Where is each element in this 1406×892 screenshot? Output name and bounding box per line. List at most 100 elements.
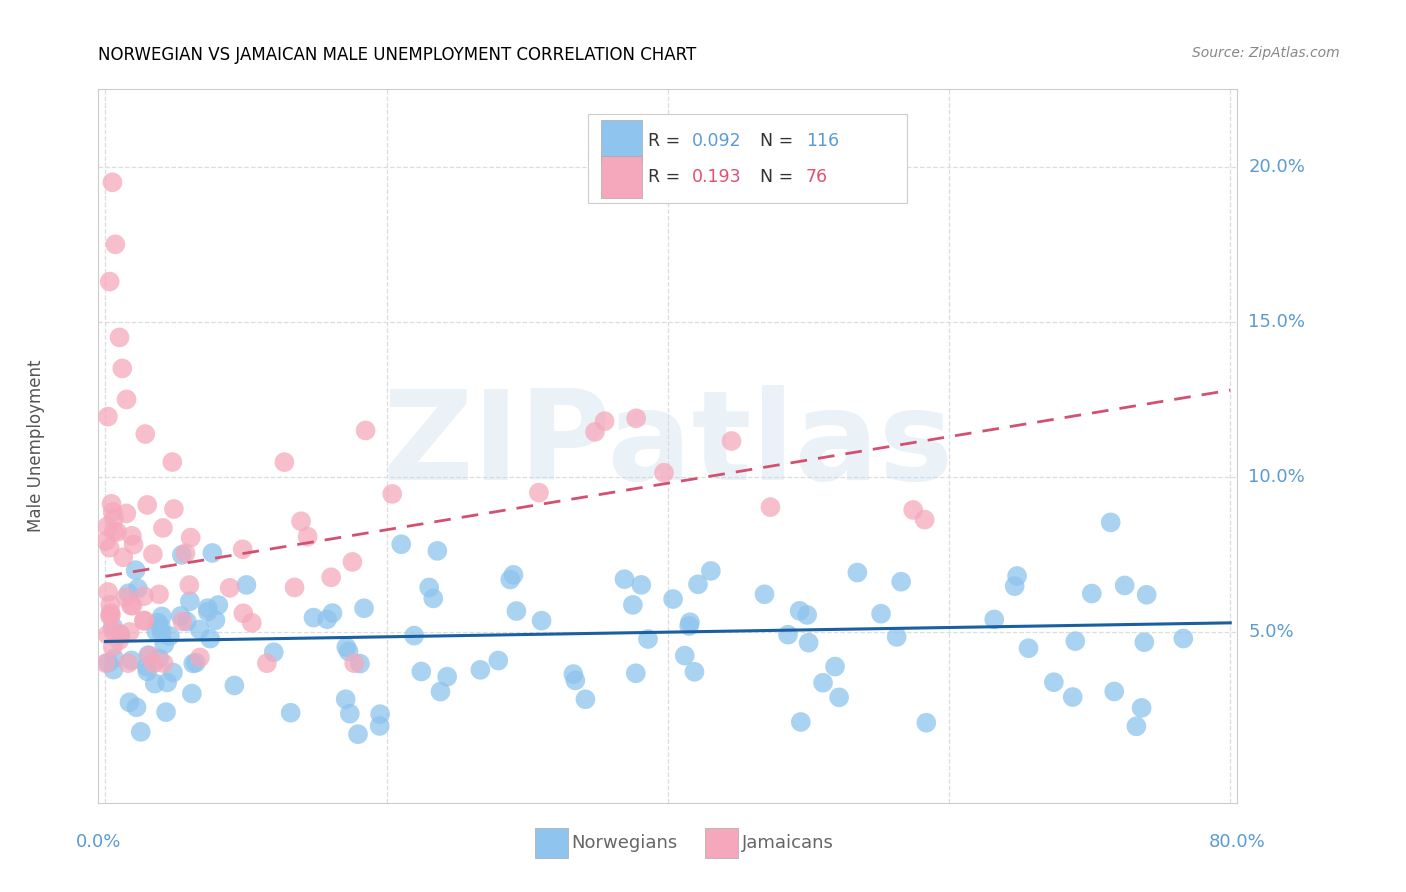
Point: [159, 629, 181, 643]
Text: 15.0%: 15.0%: [1249, 313, 1305, 331]
Point: [100, 608, 122, 623]
Point: [613, 572, 636, 586]
Point: [316, 612, 339, 626]
Point: [790, 714, 813, 729]
Text: 116: 116: [806, 132, 839, 150]
Point: [145, 624, 167, 639]
Point: [125, 700, 148, 714]
Point: [404, 629, 426, 643]
Point: [321, 570, 343, 584]
Point: [583, 425, 606, 439]
FancyBboxPatch shape: [600, 156, 641, 198]
Point: [122, 538, 145, 552]
Point: [1102, 684, 1125, 698]
Point: [101, 175, 124, 189]
Point: [197, 601, 219, 615]
Point: [436, 670, 458, 684]
Point: [149, 619, 172, 633]
Point: [153, 637, 176, 651]
Point: [104, 237, 127, 252]
Point: [97, 656, 120, 670]
Point: [103, 651, 125, 665]
Point: [273, 455, 295, 469]
Point: [162, 455, 184, 469]
Point: [562, 667, 585, 681]
Text: 80.0%: 80.0%: [1209, 833, 1265, 851]
Point: [117, 656, 139, 670]
Point: [118, 695, 141, 709]
Point: [354, 424, 377, 438]
Point: [470, 663, 492, 677]
Text: 10.0%: 10.0%: [1249, 468, 1305, 486]
Point: [505, 604, 527, 618]
Point: [156, 675, 179, 690]
Point: [114, 591, 136, 605]
Point: [142, 547, 165, 561]
Point: [132, 589, 155, 603]
Point: [120, 599, 142, 613]
Point: [111, 361, 134, 376]
Point: [97, 585, 120, 599]
Point: [103, 524, 125, 539]
Point: [118, 624, 141, 639]
Point: [148, 587, 170, 601]
Point: [890, 574, 912, 589]
Point: [112, 550, 135, 565]
Point: [105, 524, 128, 539]
Point: [108, 627, 131, 641]
Point: [337, 644, 360, 658]
Point: [197, 605, 219, 619]
Text: NORWEGIAN VS JAMAICAN MALE UNEMPLOYMENT CORRELATION CHART: NORWEGIAN VS JAMAICAN MALE UNEMPLOYMENT …: [98, 46, 696, 64]
FancyBboxPatch shape: [600, 120, 641, 161]
Point: [132, 614, 155, 628]
FancyBboxPatch shape: [534, 828, 568, 858]
Text: 0.092: 0.092: [692, 132, 741, 150]
Point: [150, 609, 173, 624]
Text: Norwegians: Norwegians: [571, 834, 678, 852]
Point: [152, 521, 174, 535]
Point: [321, 606, 343, 620]
Point: [339, 706, 361, 721]
Point: [1114, 578, 1136, 592]
Point: [136, 665, 159, 679]
Point: [98, 275, 121, 289]
Point: [115, 392, 138, 407]
Point: [429, 684, 451, 698]
Point: [811, 675, 834, 690]
Point: [1005, 569, 1028, 583]
Point: [179, 594, 201, 608]
Point: [162, 665, 184, 680]
Point: [180, 531, 202, 545]
Point: [1136, 588, 1159, 602]
Point: [564, 673, 586, 688]
Point: [283, 581, 305, 595]
Point: [720, 434, 742, 448]
Text: 20.0%: 20.0%: [1249, 158, 1305, 176]
Point: [263, 645, 285, 659]
Point: [117, 586, 139, 600]
Point: [101, 624, 124, 638]
Point: [121, 599, 143, 613]
Point: [343, 656, 366, 670]
Point: [98, 598, 121, 612]
Point: [232, 607, 254, 621]
Point: [232, 542, 254, 557]
Point: [349, 657, 371, 671]
Point: [530, 614, 553, 628]
Point: [96, 519, 118, 533]
FancyBboxPatch shape: [588, 114, 907, 203]
Point: [100, 497, 122, 511]
Point: [789, 604, 811, 618]
Point: [1018, 641, 1040, 656]
Point: [121, 529, 143, 543]
Text: 0.0%: 0.0%: [76, 833, 121, 851]
Point: [983, 612, 1005, 626]
Point: [846, 566, 869, 580]
Point: [389, 537, 412, 551]
Point: [759, 500, 782, 515]
Point: [422, 591, 444, 606]
Point: [335, 640, 357, 654]
Text: 0.193: 0.193: [692, 168, 741, 186]
Point: [754, 587, 776, 601]
Point: [624, 411, 647, 425]
